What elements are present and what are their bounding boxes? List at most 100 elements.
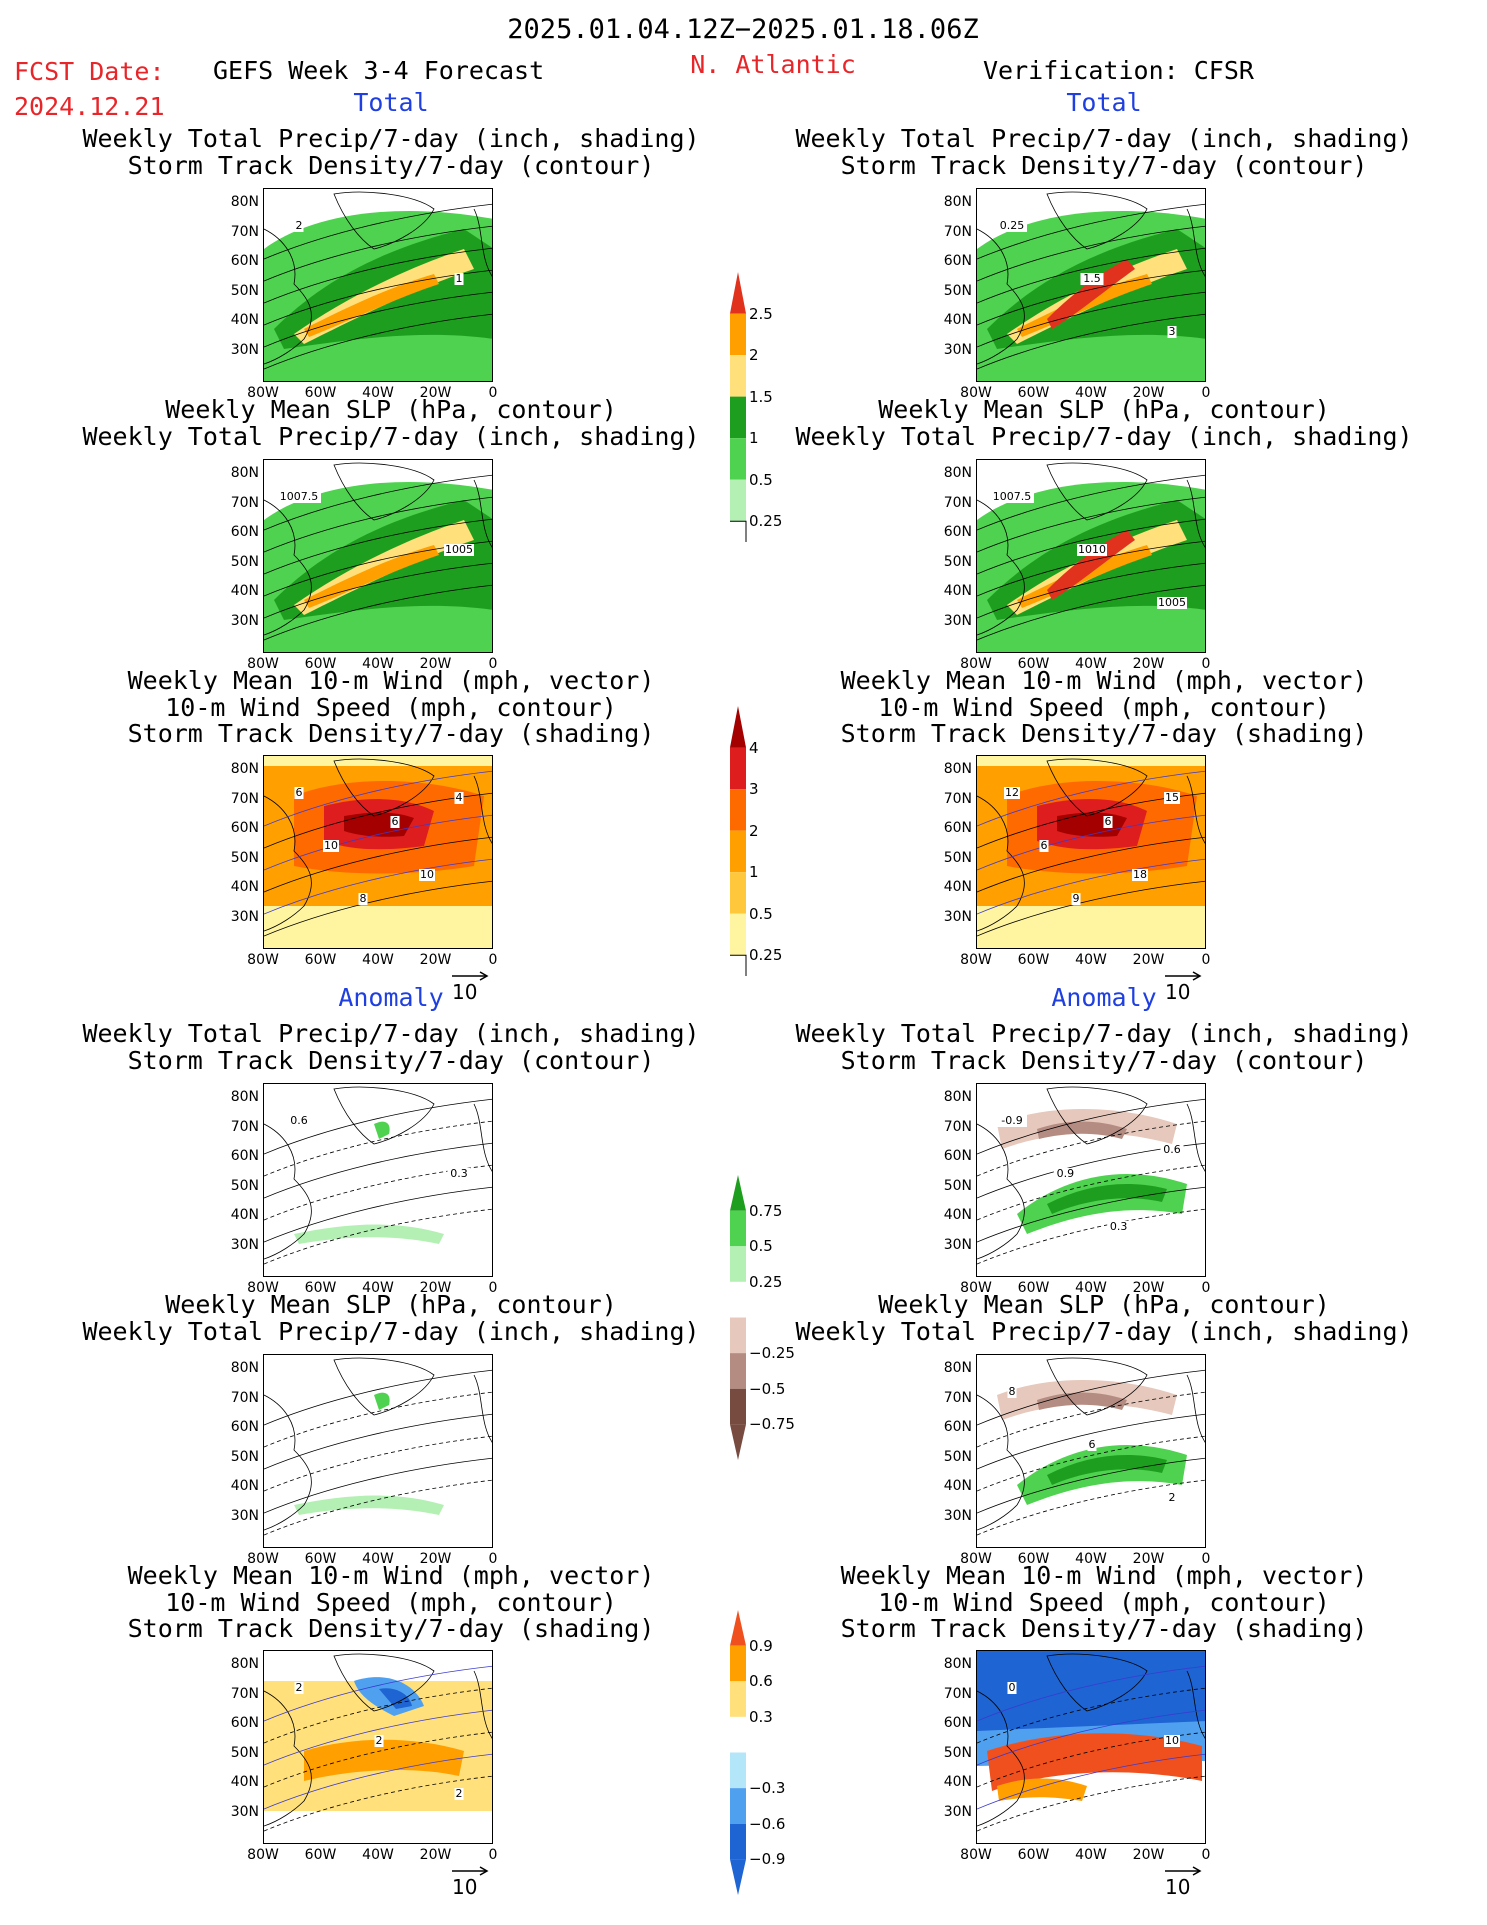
contour-label: 10	[323, 839, 339, 852]
colorbar-label: −0.6	[749, 1814, 786, 1833]
vector-arrow-icon	[1165, 1866, 1202, 1876]
contour-label: 6	[294, 786, 304, 799]
fcst-date-value: 2024.12.21	[14, 92, 165, 121]
title-gefs-total-slp: Weekly Mean SLP (hPa, contour) Weekly Tot…	[82, 395, 700, 451]
lat-tick-label: 70N	[230, 1118, 259, 1135]
lon-tick-label: 80W	[960, 656, 992, 672]
colorbar-label: 0.25	[749, 946, 783, 965]
contour-line-5	[264, 880, 492, 937]
svg-text:6: 6	[1105, 815, 1112, 828]
svg-text:1.5: 1.5	[1083, 272, 1101, 285]
lat-tick-label: 70N	[230, 1389, 259, 1406]
colorbar-track_total	[728, 706, 748, 980]
contour-line-5	[264, 313, 492, 370]
colorbar-label: 2	[749, 346, 759, 365]
lat-tick-label: 70N	[943, 1685, 972, 1702]
colorbar-label: −0.75	[749, 1415, 795, 1434]
contour-line-3	[264, 1731, 492, 1788]
contour-line-0	[264, 770, 492, 827]
svg-text:2: 2	[1169, 1491, 1176, 1504]
lat-tick-label: 80N	[230, 194, 259, 210]
svg-text:1005: 1005	[445, 543, 473, 556]
contour-line-1	[977, 1391, 1205, 1448]
lat-tick-label: 30N	[230, 612, 259, 629]
svg-text:0.25: 0.25	[1000, 219, 1025, 232]
contour-line-1	[264, 1120, 492, 1177]
colorbar-segment	[730, 313, 746, 356]
colorbar-label: 0.75	[749, 1201, 783, 1220]
contour-label: 1005	[1157, 596, 1187, 609]
lat-tick-label: 50N	[230, 1744, 259, 1761]
map-field-cfsr-anom-precip: -0.9 0.9 0.3 0.6	[977, 1086, 1205, 1265]
lon-tick-label: 40W	[362, 952, 394, 968]
contour-line-4	[977, 291, 1205, 348]
contour-line-5	[977, 1775, 1205, 1832]
contour-line-4	[264, 562, 492, 619]
contour-line-5	[264, 1479, 492, 1536]
contour-label: 0.3	[447, 1167, 471, 1180]
contour-line-5	[264, 1208, 492, 1265]
contour-line-4	[977, 562, 1205, 619]
contour-line-2	[977, 1413, 1205, 1470]
contour-line-2	[264, 1709, 492, 1766]
map-field-gefs-total-slp: 1007.5 1005	[264, 462, 492, 652]
contour-line-5	[977, 584, 1205, 641]
lat-tick-label: 30N	[943, 1236, 972, 1253]
colorbar-segment	[730, 479, 746, 522]
contour-label: 1007.5	[277, 490, 321, 503]
svg-text:10: 10	[1165, 1734, 1179, 1747]
contour-label: 8	[1007, 1385, 1017, 1398]
lon-tick-label: 60W	[1017, 656, 1050, 672]
map-field-gefs-total-precip: 21	[264, 191, 492, 381]
contour-line-3	[264, 836, 492, 893]
colorbar-label: 2	[749, 821, 759, 840]
lon-tick-label: 40W	[362, 656, 394, 672]
svg-text:0.3: 0.3	[1110, 1220, 1128, 1233]
lon-tick-label: 20W	[1132, 656, 1165, 672]
contour-label: 6	[1103, 815, 1113, 828]
lat-tick-label: 60N	[943, 1715, 972, 1731]
lon-tick-label: 0	[488, 656, 498, 672]
svg-text:12: 12	[1005, 786, 1019, 799]
contour-line-0	[977, 474, 1205, 531]
contour-line-4	[977, 858, 1205, 915]
lat-tick-label: 50N	[943, 1177, 972, 1194]
lon-tick-label: 0	[488, 385, 498, 401]
contour-line-2	[264, 814, 492, 871]
lat-tick-label: 40N	[943, 1478, 972, 1494]
lon-tick-label: 40W	[362, 1551, 394, 1567]
colorbar-cap-top	[730, 706, 746, 748]
lon-tick-label: 60W	[1017, 952, 1050, 968]
map-panel-cfsr-total-precip: 0.25 1.5 3	[976, 188, 1206, 382]
lat-tick-label: 70N	[943, 790, 972, 807]
lat-tick-label: 80N	[943, 1360, 972, 1376]
lon-tick-label: 20W	[419, 1551, 452, 1567]
lon-tick-label: 0	[1201, 952, 1211, 968]
coastline-2	[1186, 1374, 1205, 1443]
map-field-cfsr-total-precip: 0.25 1.5 3	[977, 191, 1205, 381]
lon-tick-label: 40W	[1075, 952, 1107, 968]
field-shading-1	[304, 1739, 464, 1781]
contour-line-4	[264, 1186, 492, 1243]
colorbar-segment	[730, 913, 746, 956]
lat-tick-label: 60N	[943, 1148, 972, 1164]
contour-label: 0.6	[287, 1114, 311, 1127]
lon-tick-label: 80W	[960, 1847, 992, 1863]
colorbar-graphic	[730, 1610, 746, 1895]
contour-line-2	[264, 247, 492, 304]
lat-tick-label: 80N	[230, 1089, 259, 1105]
vector-ref-gefs-anom: 10	[452, 1857, 490, 1899]
lat-tick-label: 80N	[230, 1360, 259, 1376]
contour-label: 0.25	[997, 219, 1027, 232]
coastline-2	[1186, 1670, 1205, 1739]
map-field-cfsr-total-slp: 1007.5 1010 1005	[977, 462, 1205, 652]
contour-line-5	[977, 1479, 1205, 1536]
colorbar-segment	[730, 1281, 746, 1318]
contour-label: 0.6	[1160, 1143, 1184, 1156]
contour-line-5	[977, 313, 1205, 370]
contour-label: 1007.5	[990, 490, 1034, 503]
verification-label: Verification: CFSR	[983, 56, 1254, 85]
colorbar-label: 0.3	[749, 1707, 773, 1726]
lon-tick-label: 20W	[419, 1280, 452, 1296]
lon-tick-label: 80W	[247, 385, 279, 401]
